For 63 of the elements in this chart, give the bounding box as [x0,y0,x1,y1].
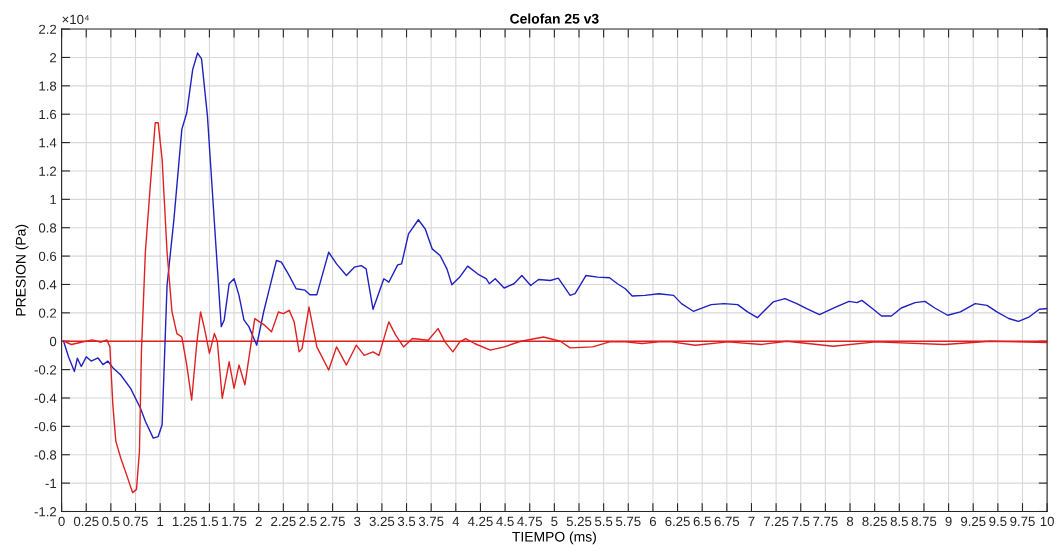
x-tick-label: 9.75 [1010,516,1035,527]
x-tick-label: 3.25 [369,516,395,527]
x-tick-label: 5 [551,516,558,527]
x-tick-label: 7.5 [792,516,810,527]
x-tick-label: 1 [157,516,164,526]
x-tick-label: 1.25 [172,516,198,527]
x-tick-label: 6.75 [714,516,740,527]
x-axis-title: TIEMPO (ms) [512,531,596,545]
y-tick-label: 1.4 [39,138,57,148]
x-tick-label: 7.75 [813,516,838,527]
y-tick-label: -0.4 [34,393,57,403]
x-tick-label: 7.25 [763,516,789,527]
y-axis-title: PRESION (Pa) [15,224,29,316]
x-tick-label: 0.75 [123,516,148,527]
x-tick-label: 0.25 [73,516,99,527]
y-tick-label: 2.2 [39,24,57,34]
x-tick-label: 4.25 [467,516,493,527]
x-tick-label: 2.75 [320,516,345,527]
y-tick-label: 0.6 [38,251,57,261]
x-tick-label: 3.75 [418,516,444,527]
y-tick-label: 0.8 [38,223,57,233]
x-tick-label: 0.5 [102,516,120,527]
y-tick-label: 2 [50,53,57,63]
x-tick-label: 9 [945,516,952,527]
y-tick-label: -1.2 [34,507,57,517]
y-tick-label: 1.6 [39,109,57,120]
y-tick-label: 0 [49,336,57,347]
x-tick-label: 4.5 [496,516,514,527]
x-tick-label: 0 [58,516,65,527]
x-tick-label: 1.5 [201,516,219,527]
x-tick-label: 4.75 [517,516,543,527]
x-tick-label: 10 [1040,516,1054,527]
y-tick-label: 1.8 [39,81,57,91]
text: ×10⁴ [62,14,89,25]
x-tick-label: 8.5 [890,516,908,527]
x-tick-label: 6.25 [665,516,690,527]
x-tick-label: 6.5 [693,516,711,527]
x-tick-label: 8.75 [911,516,937,527]
y-tick-label: -1 [45,478,57,488]
y-tick-label: 1 [50,195,57,205]
y-tick-label: -0.2 [34,365,57,375]
y-tick-label: 0.4 [38,280,57,290]
x-tick-label: 9.25 [961,516,986,527]
chart-title: Celofan 25 v3 [510,13,599,24]
y-tick-label: -0.6 [34,421,57,432]
x-tick-label: 6 [649,516,657,527]
x-tick-label: 1.75 [222,516,247,527]
x-tick-label: 5.75 [615,516,641,527]
x-tick-label: 5.25 [566,516,592,527]
x-tick-label: 9.5 [989,516,1007,527]
x-tick-label: 3.5 [397,516,416,527]
y-tick-label: 1.2 [39,166,57,176]
x-tick-label: 5.5 [595,516,613,527]
x-tick-label: 2 [255,516,262,526]
x-tick-label: 3 [354,516,361,527]
x-tick-label: 7 [748,516,755,526]
x-tick-label: 8 [846,516,854,527]
y-tick-label: 0.2 [38,308,57,318]
x-tick-label: 2.25 [271,516,296,527]
x-tick-label: 2.5 [299,516,317,527]
x-tick-label: 4 [452,516,460,526]
y-tick-label: -0.8 [34,450,57,460]
x-tick-label: 8.25 [862,516,887,527]
